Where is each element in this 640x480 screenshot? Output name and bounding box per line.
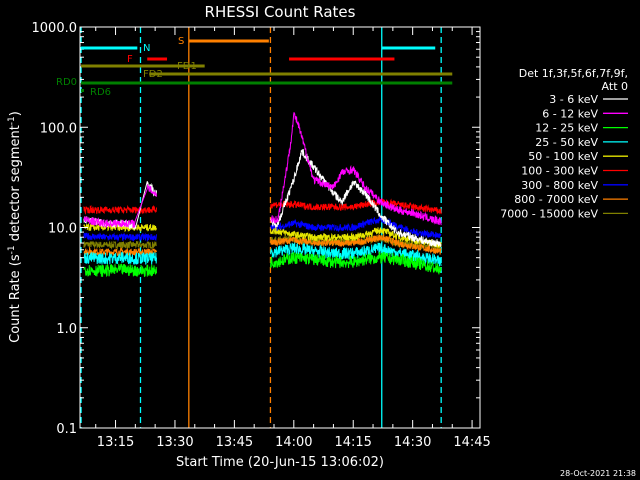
x-tick-label: 13:45 (216, 435, 253, 450)
legend-label: 25 - 50 keV (535, 136, 598, 149)
series-line (270, 251, 442, 275)
legend-label: 300 - 800 keV (521, 179, 598, 192)
x-tick-label: 14:30 (394, 435, 431, 450)
x-tick-label: 14:15 (334, 435, 371, 450)
y-tick-label: 100.0 (40, 121, 77, 136)
series-line (270, 242, 442, 267)
flag-label-n: N (143, 43, 150, 54)
y-tick-label: 1000.0 (32, 21, 78, 36)
series-line (83, 223, 157, 233)
y-tick-label: 0.1 (56, 422, 77, 437)
x-tick-label: 13:15 (97, 435, 134, 450)
series-line (83, 246, 157, 257)
legend-label: 100 - 300 keV (521, 165, 598, 178)
flag-label-fd1: FD1 (177, 61, 197, 72)
x-tick-label: 13:30 (156, 435, 193, 450)
series-line (83, 240, 157, 251)
series-line (83, 263, 157, 278)
y-axis-label: Count Rate (s-1 detector segment-1) (7, 111, 23, 343)
flag-label-s: S (178, 36, 184, 47)
flag-label-rd0: RD0 (56, 77, 77, 88)
legend-label: 800 - 7000 keV (514, 193, 598, 206)
y-axis: 0.1 1.0 10.0 100.0 1000.0 (32, 21, 480, 437)
series-line (83, 251, 157, 265)
x-tick-label: 14:00 (275, 435, 312, 450)
series-line (270, 234, 442, 255)
series-line (83, 184, 157, 228)
series-line (270, 215, 442, 240)
x-axis-label: Start Time (20-Jun-15 13:06:02) (176, 455, 384, 470)
series-line (83, 204, 157, 215)
legend-label: 50 - 100 keV (528, 150, 598, 163)
legend-header-attenuator: Att 0 (602, 80, 628, 93)
legend-label: 3 - 6 keV (549, 93, 598, 106)
legend-header-detectors: Det 1f,3f,5f,6f,7f,9f, (519, 67, 628, 80)
legend-label: 12 - 25 keV (535, 122, 598, 135)
y-tick-label: 10.0 (48, 222, 77, 237)
legend-label: 6 - 12 keV (542, 107, 598, 120)
flag-label-fd2: FD2 (143, 69, 163, 80)
timestamp: 28-Oct-2021 21:38 (560, 469, 636, 478)
series-line (83, 232, 157, 243)
flag-mark-rd6 (81, 89, 84, 92)
flag-label-f: F (127, 54, 133, 65)
chart-title: RHESSI Count Rates (205, 3, 356, 21)
x-axis: 13:15 13:30 13:45 14:00 14:15 14:30 14:45 (95, 27, 491, 450)
legend-label: 7000 - 15000 keV (500, 207, 598, 220)
x-tick-label: 14:45 (453, 435, 490, 450)
legend: Det 1f,3f,5f,6f,7f,9f, Att 0 3 - 6 keV6 … (500, 67, 628, 220)
series-line (270, 112, 442, 226)
series-line (270, 149, 442, 248)
series-line (270, 198, 442, 215)
flag-label-rd6: RD6 (90, 87, 111, 98)
y-tick-label: 1.0 (56, 322, 77, 337)
